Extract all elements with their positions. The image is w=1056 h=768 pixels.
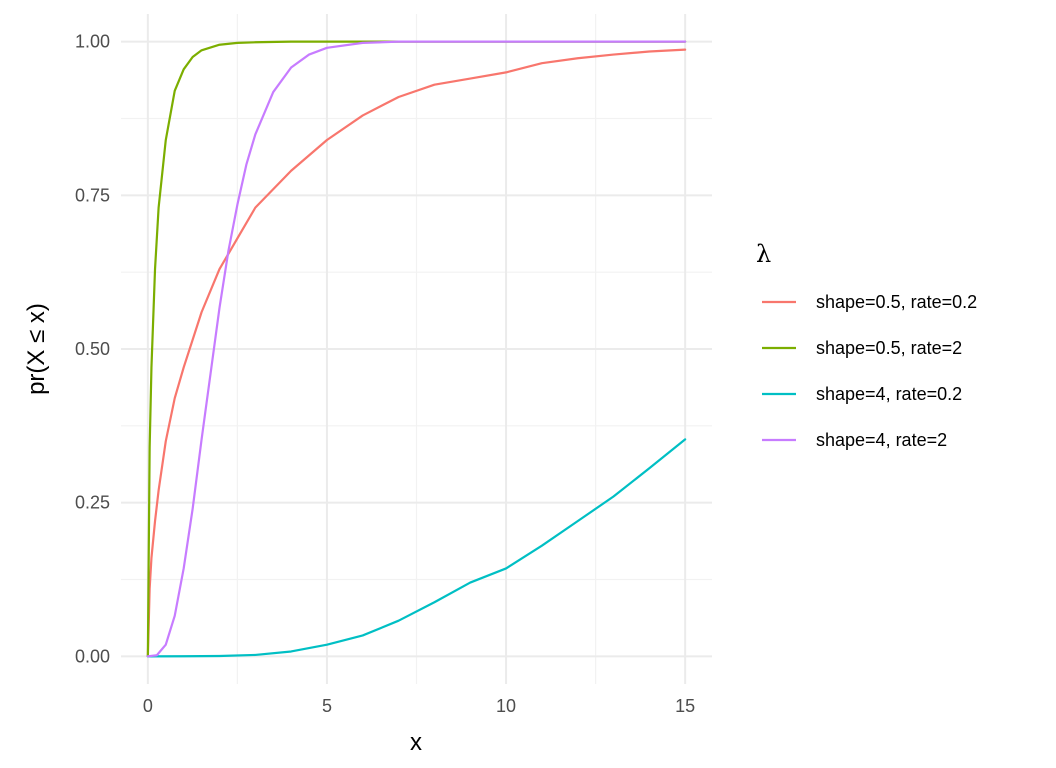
y-tick-label: 0.50 [75,339,110,359]
x-tick-label: 0 [143,696,153,716]
legend-items: shape=0.5, rate=0.2 shape=0.5, rate=2 shap… [762,292,977,450]
legend-label-1: shape=0.5, rate=0.2 [816,292,977,312]
x-tick-label: 15 [675,696,695,716]
series-line-1 [146,48,687,658]
legend-label-2: shape=0.5, rate=2 [816,338,962,358]
y-tick-label: 1.00 [75,32,110,52]
y-tick-label: 0.00 [75,646,110,666]
series-line-4 [146,40,687,658]
x-axis-tick-labels: 0 5 10 15 [143,696,695,716]
x-tick-label: 5 [322,696,332,716]
y-axis-tick-labels: 0.00 0.25 0.50 0.75 1.00 [75,32,110,667]
y-axis-title: pr(X ≤ x) [23,303,50,395]
series-lines [146,40,687,658]
series-line-3 [146,438,687,658]
legend-label-4: shape=4, rate=2 [816,430,947,450]
y-tick-label: 0.75 [75,185,110,205]
series-line-2 [146,40,687,658]
legend-label-3: shape=4, rate=0.2 [816,384,962,404]
y-tick-label: 0.25 [75,493,110,513]
legend-title: λ [756,240,771,268]
x-tick-label: 10 [496,696,516,716]
x-axis-title: x [410,729,422,756]
